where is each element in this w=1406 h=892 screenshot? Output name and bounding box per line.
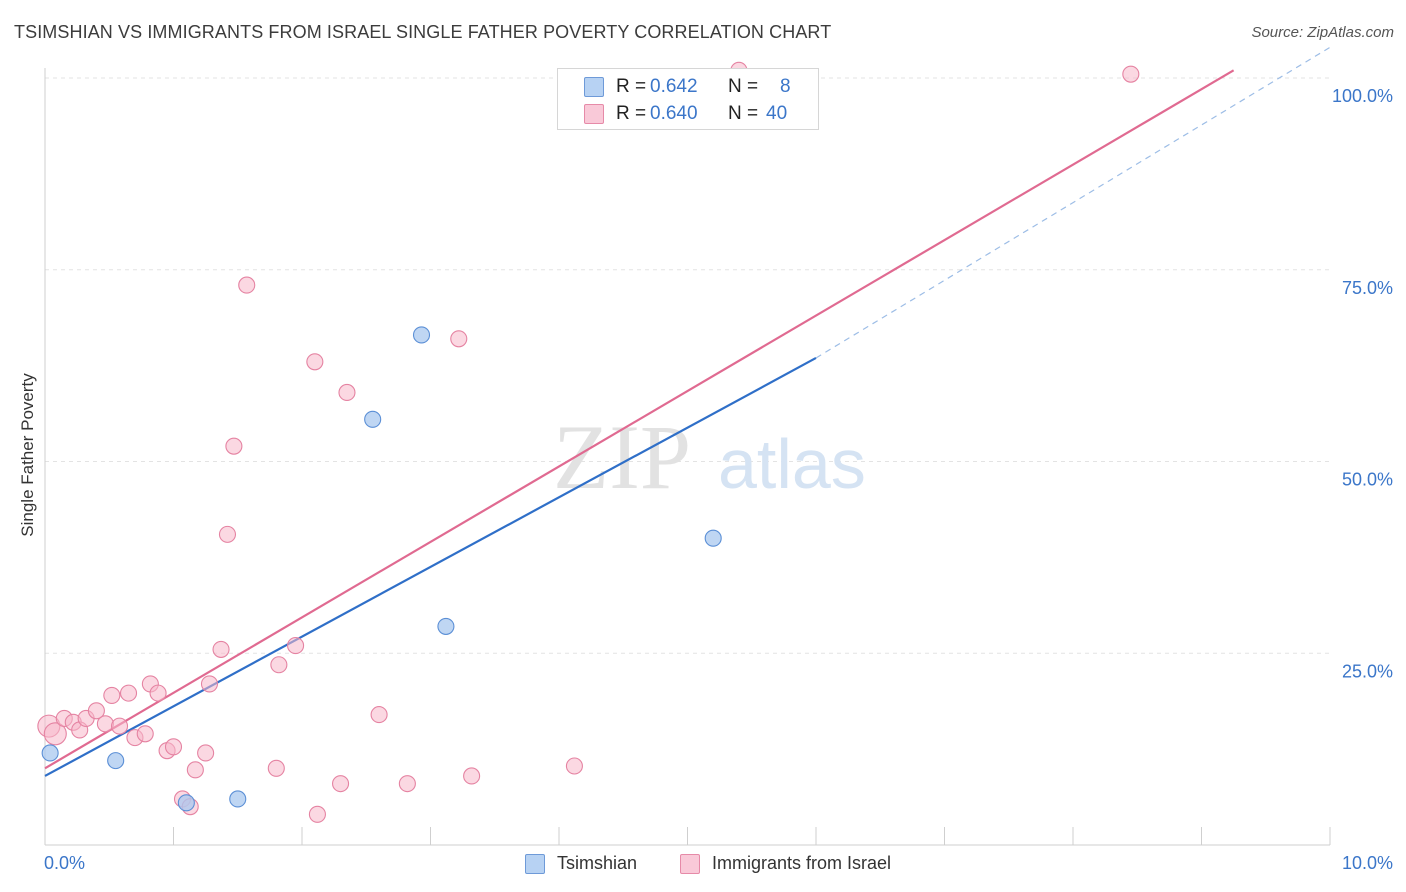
israel-point [308,805,326,823]
israel-point [96,715,114,733]
n-label: N = [728,76,759,97]
israel-point [270,656,288,674]
tsimshian-swatch [584,77,604,97]
israel-point [164,738,183,756]
y-tick-label: 25.0% [1342,661,1393,681]
israel-legend-swatch [680,853,700,874]
israel-point [197,744,215,762]
n-value: 40 [766,103,788,124]
watermark-atlas: atlas [718,425,866,503]
tsimshian-point [41,744,59,762]
legend-item-israel: Immigrants from Israel [680,853,891,874]
y-tick-label: 100.0% [1332,86,1393,106]
tick-labels: 25.0% 50.0% 75.0% 100.0% 0.0% 10.0% [44,86,1393,873]
israel-point [218,525,237,543]
israel-point [103,686,121,704]
trend-line-tsimshian [44,356,817,777]
watermark: ZIP atlas [553,406,866,508]
israel-point [370,706,388,724]
tsimshian-point [177,794,195,812]
n-value: 8 [780,76,791,97]
israel-point [306,353,324,371]
trend-line-israel [44,69,1235,770]
israel-point [463,767,481,785]
series-legend: Tsimshian Immigrants from Israel [0,850,1406,878]
stats-legend: R = 0.642 N = 8 R = 0.640 N = 40 [557,68,819,130]
trend-lines [44,46,1331,777]
tsimshian-point [412,326,431,344]
tsimshian-point [704,529,722,547]
r-label: R = [616,103,647,124]
legend-item-tsimshian: Tsimshian [525,853,637,874]
tsimshian-point [229,790,247,808]
x-tick-label: 0.0% [44,853,85,873]
y-tick-label: 50.0% [1342,470,1393,490]
israel-point [43,722,67,746]
israel-point [267,759,285,777]
israel-point [200,675,219,693]
israel-point [119,684,138,702]
israel-point [287,637,305,655]
tsimshian-point [364,410,382,428]
r-value: 0.640 [650,103,698,124]
chart-title: TSIMSHIAN VS IMMIGRANTS FROM ISRAEL SING… [14,22,832,42]
israel-point [110,717,129,735]
trend-extension-tsimshian [815,46,1331,359]
legend-label-tsimshian: Tsimshian [557,853,638,873]
israel-point [450,330,468,348]
israel-swatch [584,104,604,124]
tsimshian-legend-swatch [525,853,545,874]
legend-label-israel: Immigrants from Israel [712,853,892,873]
israel-point [398,775,416,793]
israel-point [136,725,154,743]
chart-source: Source: ZipAtlas.com [1251,24,1394,41]
israel-point [1122,65,1140,83]
n-label: N = [728,103,759,124]
r-value: 0.642 [650,76,698,97]
israel-point [225,437,243,455]
israel-point [186,761,204,779]
israel-point [149,684,167,702]
israel-point [238,276,256,294]
r-label: R = [616,76,647,97]
tsimshian-point [437,617,455,635]
israel-point [331,775,350,793]
x-tick-label: 10.0% [1342,853,1393,873]
israel-point [565,757,583,775]
israel-point [338,383,356,402]
y-tick-label: 75.0% [1342,278,1393,298]
israel-point [212,640,230,658]
israel-point [87,702,105,720]
tsimshian-point [107,752,125,770]
